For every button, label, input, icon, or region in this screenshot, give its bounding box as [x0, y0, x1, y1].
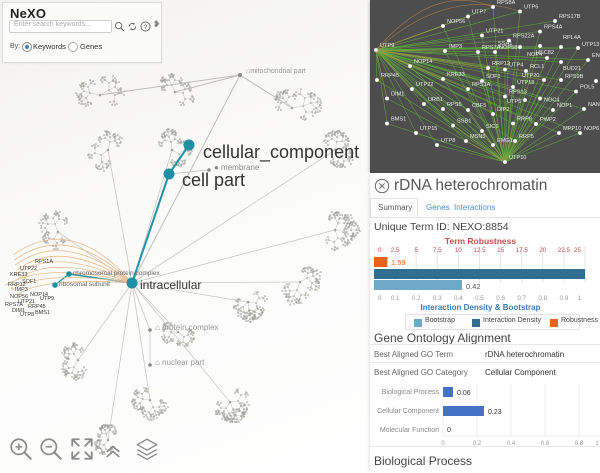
svg-text:CBF5: CBF5	[472, 103, 486, 109]
svg-text:MPP10: MPP10	[563, 126, 581, 132]
svg-text:UTP13: UTP13	[582, 42, 599, 48]
svg-text:0.8: 0.8	[538, 295, 547, 302]
svg-text:SIC6: SIC6	[486, 124, 498, 130]
svg-text:URB1: URB1	[428, 97, 443, 103]
svg-text:UTP5: UTP5	[507, 99, 521, 105]
svg-text:RPL4A: RPL4A	[563, 35, 581, 41]
svg-text:POL5: POL5	[580, 85, 594, 91]
svg-text:RPS1A: RPS1A	[35, 259, 53, 265]
svg-text:12.5: 12.5	[473, 247, 486, 254]
svg-text:RPS1A: RPS1A	[472, 82, 491, 88]
svg-text:5: 5	[414, 247, 418, 254]
svg-text:20: 20	[539, 247, 547, 254]
svg-text:0.4: 0.4	[454, 295, 463, 302]
svg-text:UTP8: UTP8	[441, 138, 455, 144]
svg-text:RCL1: RCL1	[530, 64, 544, 70]
svg-text:RPS9B: RPS9B	[565, 74, 584, 80]
svg-text:0.42: 0.42	[466, 282, 481, 291]
svg-text:SSA1: SSA1	[498, 41, 512, 47]
svg-text:BMS1: BMS1	[391, 117, 406, 123]
svg-text:RPS5: RPS5	[447, 102, 462, 108]
svg-text:0.2: 0.2	[412, 295, 421, 302]
svg-text:NOP56: NOP56	[447, 19, 465, 25]
svg-text:1: 1	[577, 295, 581, 302]
svg-text:0: 0	[378, 295, 382, 302]
svg-text:UTP4: UTP4	[509, 63, 523, 69]
svg-text:BMS1: BMS1	[35, 310, 50, 316]
svg-text:DIM1: DIM1	[391, 92, 404, 98]
svg-text:EMG1: EMG1	[497, 138, 513, 144]
svg-text:NOP1: NOP1	[557, 103, 572, 109]
svg-text:MSN5: MSN5	[470, 134, 486, 140]
svg-text:0.6: 0.6	[496, 295, 505, 302]
svg-text:17.5: 17.5	[516, 247, 529, 254]
svg-text:RPS4A: RPS4A	[544, 25, 563, 31]
svg-text:IMP3: IMP3	[449, 44, 462, 50]
svg-text:NOP14: NOP14	[414, 59, 432, 65]
svg-text:SSB1: SSB1	[457, 119, 471, 125]
svg-text:UTP8: UTP8	[20, 312, 34, 318]
svg-text:15: 15	[497, 247, 505, 254]
svg-text:BUD21: BUD21	[563, 66, 581, 72]
svg-text:UTP18: UTP18	[517, 80, 534, 86]
svg-text:IMP3: IMP3	[15, 287, 28, 293]
svg-text:NOP4: NOP4	[527, 52, 542, 58]
svg-text:UTP10: UTP10	[509, 155, 526, 161]
svg-text:ENP1: ENP1	[592, 53, 600, 59]
svg-text:1.59: 1.59	[391, 258, 406, 267]
svg-text:2.5: 2.5	[391, 247, 400, 254]
svg-text:RPS22A: RPS22A	[513, 34, 535, 40]
svg-text:0.1: 0.1	[391, 295, 400, 302]
svg-text:RPS17B: RPS17B	[559, 14, 581, 20]
svg-text:0.9: 0.9	[560, 295, 569, 302]
svg-text:0.7: 0.7	[517, 295, 526, 302]
svg-text:0.3: 0.3	[433, 295, 442, 302]
svg-text:Molecular Function: Molecular Function	[380, 427, 439, 434]
svg-text:0.23: 0.23	[488, 409, 502, 416]
svg-text:RRP9: RRP9	[517, 117, 532, 123]
svg-text:Biological Process: Biological Process	[382, 389, 440, 396]
svg-text:Cellular Component: Cellular Component	[377, 408, 439, 415]
svg-text:UTP6: UTP6	[524, 5, 538, 11]
svg-text:SOF1: SOF1	[486, 74, 501, 80]
svg-text:UTP15: UTP15	[420, 126, 437, 132]
svg-text:25: 25	[574, 247, 582, 254]
svg-text:UTP20: UTP20	[522, 73, 539, 79]
svg-text:UTP7: UTP7	[472, 10, 486, 16]
svg-text:0: 0	[447, 427, 451, 434]
svg-text:UTP9: UTP9	[40, 296, 54, 302]
svg-text:UTP9: UTP9	[380, 43, 394, 49]
svg-text:10: 10	[455, 247, 463, 254]
svg-text:RPS8A: RPS8A	[497, 0, 516, 6]
svg-text:UTP21: UTP21	[486, 29, 503, 35]
svg-text:NOP6: NOP6	[584, 126, 599, 132]
svg-text:0.06: 0.06	[457, 390, 471, 397]
svg-text:RPS13: RPS13	[509, 90, 527, 96]
svg-text:PWP2: PWP2	[540, 117, 556, 123]
svg-text:RRP5: RRP5	[519, 134, 534, 140]
svg-text:RRP45: RRP45	[381, 73, 399, 79]
svg-text:RRP12: RRP12	[492, 61, 510, 67]
svg-text:0: 0	[378, 247, 382, 254]
svg-text:KRE33: KRE33	[447, 72, 465, 78]
svg-text:NAN1: NAN1	[588, 102, 600, 108]
svg-text:0.5: 0.5	[475, 295, 484, 302]
svg-text:7.5: 7.5	[433, 247, 442, 254]
svg-text:DIP2: DIP2	[497, 107, 509, 113]
svg-text:UTP22: UTP22	[416, 82, 433, 88]
svg-text:22.5: 22.5	[558, 247, 571, 254]
svg-text:?: ?	[144, 24, 148, 31]
